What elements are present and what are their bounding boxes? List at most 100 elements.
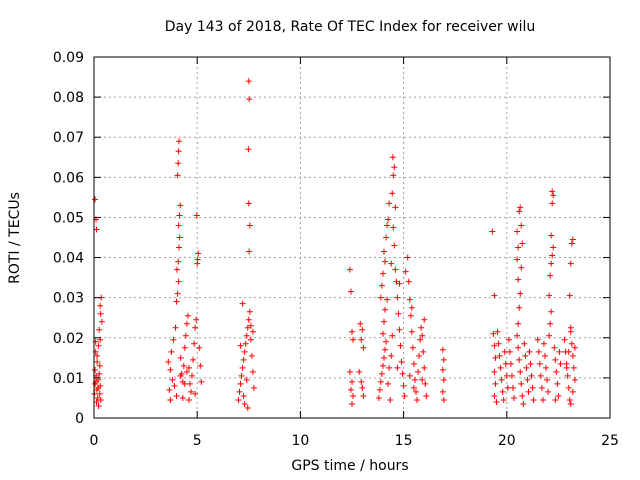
data-point [173, 392, 180, 399]
data-point [516, 304, 523, 311]
data-point [385, 216, 392, 223]
data-point [180, 362, 187, 369]
data-point [495, 340, 502, 347]
axis-ticks [93, 56, 611, 419]
data-point [408, 304, 415, 311]
data-point [191, 340, 198, 347]
data-point [244, 324, 251, 331]
data-point [177, 202, 184, 209]
data-point [514, 228, 521, 235]
data-point [417, 336, 424, 343]
data-point [382, 306, 389, 313]
data-point [346, 266, 353, 273]
data-point [175, 278, 182, 285]
data-point [246, 222, 253, 229]
data-point [166, 386, 173, 393]
data-point [519, 392, 526, 399]
data-point [198, 378, 205, 385]
data-point [182, 332, 189, 339]
data-point [94, 358, 101, 365]
data-point [415, 368, 422, 375]
data-point [385, 380, 392, 387]
data-point [491, 368, 498, 375]
data-point [523, 364, 530, 371]
data-point [492, 354, 499, 361]
data-point [167, 366, 174, 373]
data-point [552, 396, 559, 403]
data-point [400, 382, 407, 389]
data-point [496, 352, 503, 359]
data-point [515, 276, 522, 283]
data-point [93, 386, 100, 393]
data-point [539, 396, 546, 403]
data-point [360, 392, 367, 399]
x-axis-label: GPS time / hours [291, 458, 408, 474]
data-point [515, 244, 522, 251]
data-point [380, 318, 387, 325]
data-point [549, 188, 556, 195]
y-tick-label: 0.04 [53, 251, 84, 267]
data-point [570, 364, 577, 371]
data-point [378, 282, 385, 289]
data-point [421, 364, 428, 371]
data-point [392, 204, 399, 211]
data-point [173, 266, 180, 273]
data-point [548, 308, 555, 315]
data-point [185, 364, 192, 371]
x-tick-label: 15 [395, 433, 413, 449]
data-point [545, 388, 552, 395]
data-point [387, 396, 394, 403]
data-point [526, 348, 533, 355]
data-point [529, 384, 536, 391]
data-point [491, 342, 498, 349]
data-point [96, 362, 103, 369]
data-point [384, 222, 391, 229]
data-point [388, 352, 395, 359]
data-point [406, 372, 413, 379]
data-point [347, 288, 354, 295]
data-point [174, 172, 181, 179]
data-point [386, 364, 393, 371]
data-point [515, 320, 522, 327]
data-point [390, 172, 397, 179]
data-point [249, 368, 256, 375]
data-point [409, 344, 416, 351]
data-point [346, 368, 353, 375]
data-point [239, 364, 246, 371]
data-point [567, 260, 574, 267]
data-point [245, 316, 252, 323]
data-point [516, 356, 523, 363]
data-point [568, 340, 575, 347]
data-point [548, 260, 555, 267]
data-point [522, 352, 529, 359]
data-point [521, 340, 528, 347]
data-point [188, 388, 195, 395]
data-point [561, 336, 568, 343]
data-point [176, 212, 183, 219]
data-point [499, 388, 506, 395]
data-point [498, 376, 505, 383]
data-point [406, 296, 413, 303]
x-tick-label: 25 [601, 433, 619, 449]
data-point [557, 360, 564, 367]
data-point [167, 396, 174, 403]
data-point [550, 192, 557, 199]
data-point [390, 224, 397, 231]
data-point [556, 348, 563, 355]
data-point [377, 378, 384, 385]
y-tick-label: 0.06 [53, 170, 84, 186]
x-tick-labels: 0 5 10 15 20 25 [90, 433, 619, 449]
data-point [569, 352, 576, 359]
data-point [97, 382, 104, 389]
y-tick-label: 0.05 [53, 210, 84, 226]
data-point [181, 344, 188, 351]
data-point [192, 324, 199, 331]
data-point [564, 372, 571, 379]
data-point [397, 342, 404, 349]
data-point [237, 380, 244, 387]
data-point [170, 336, 177, 343]
data-point [396, 326, 403, 333]
data-point [175, 222, 182, 229]
data-point [349, 328, 355, 335]
